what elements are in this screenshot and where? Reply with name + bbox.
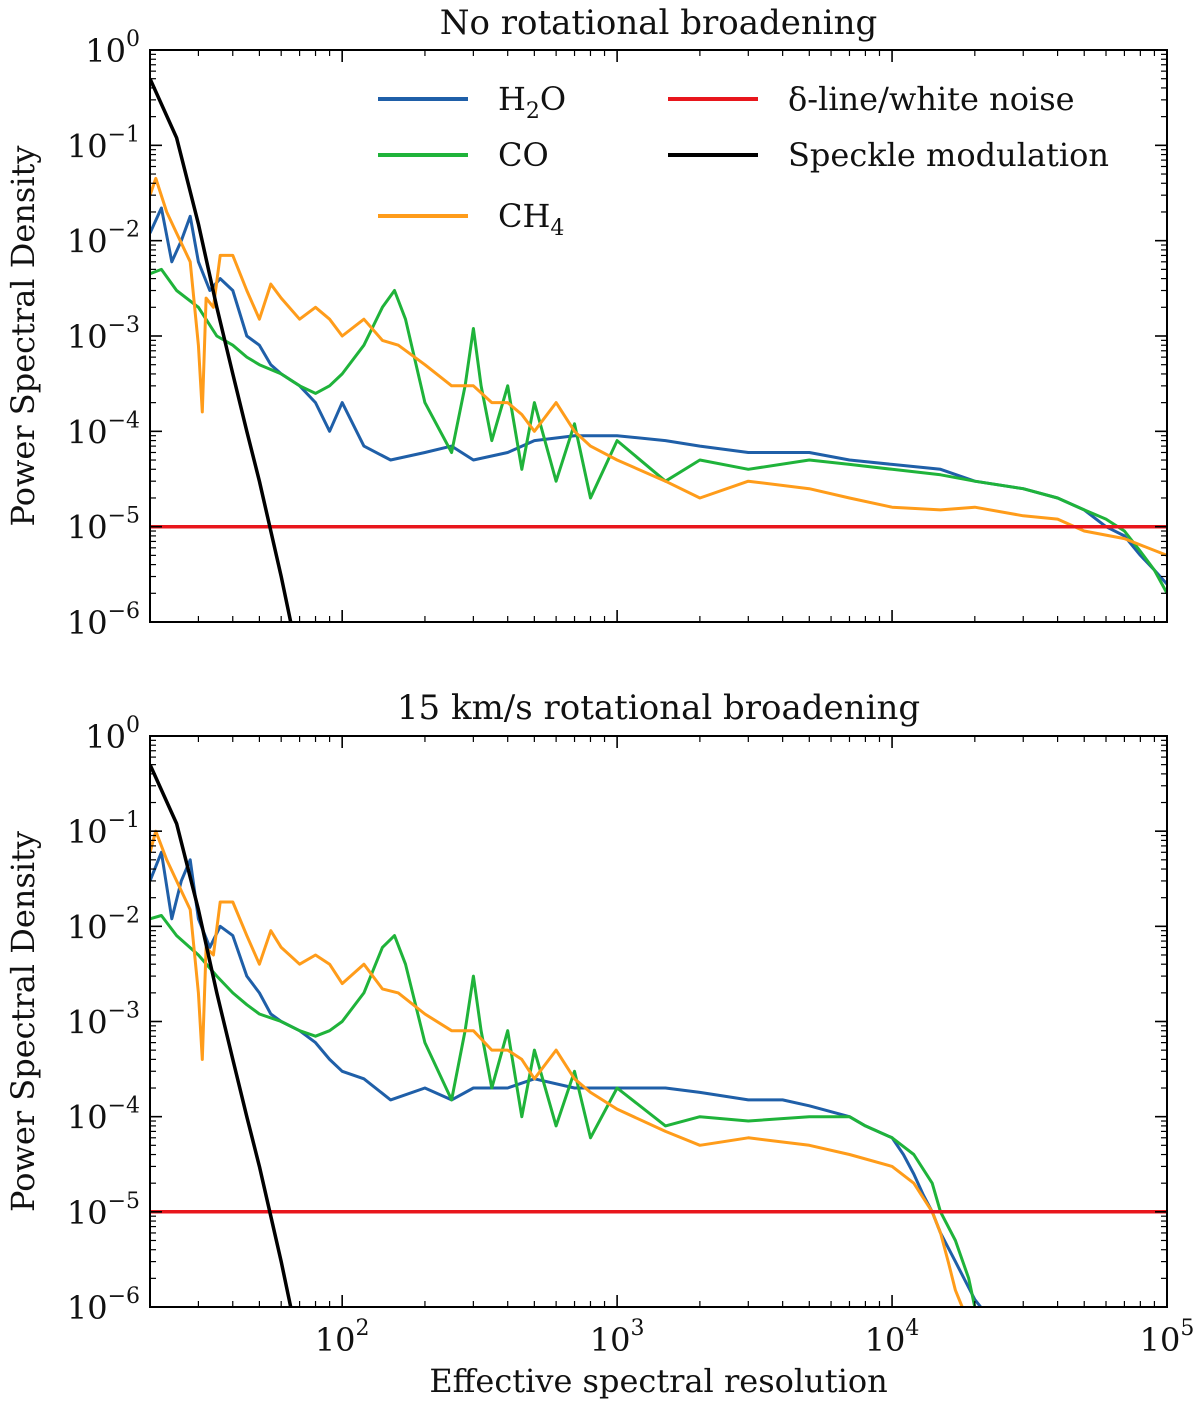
legend-label: δ-line/white noise bbox=[788, 80, 1075, 118]
y-tick-label: 100 bbox=[85, 713, 140, 756]
y-tick-label: 10−1 bbox=[67, 808, 140, 851]
panel-15kms-broadening: 15 km/s rotational broadening Power Spect… bbox=[4, 688, 1194, 1400]
series-lines bbox=[150, 77, 1167, 622]
chart-title: 15 km/s rotational broadening bbox=[397, 688, 920, 728]
y-tick-label: 10−5 bbox=[67, 504, 140, 547]
y-tick-label: 10−2 bbox=[67, 903, 140, 946]
panel-no-broadening: No rotational broadening Power Spectral D… bbox=[4, 3, 1168, 642]
y-tick-label: 100 bbox=[85, 27, 140, 70]
y-tick-label: 10−6 bbox=[67, 599, 140, 642]
y-tick-label: 10−6 bbox=[67, 1284, 140, 1327]
y-axis-label: Power Spectral Density bbox=[4, 146, 42, 527]
series-line-ch4 bbox=[150, 829, 964, 1307]
x-axis-label: Effective spectral resolution bbox=[429, 1362, 887, 1400]
series-line-speckle-modulation bbox=[150, 77, 293, 622]
x-tick-label: 105 bbox=[1140, 1316, 1195, 1359]
legend-label: H2O bbox=[498, 80, 566, 124]
x-tick-label: 103 bbox=[590, 1316, 645, 1359]
series-line-speckle-modulation bbox=[150, 763, 293, 1307]
x-tick-label: 104 bbox=[865, 1316, 920, 1359]
y-axis-label: Power Spectral Density bbox=[4, 831, 42, 1212]
y-tick-label: 10−1 bbox=[67, 122, 140, 165]
y-tick-label: 10−4 bbox=[67, 408, 140, 451]
y-tick-label: 10−5 bbox=[67, 1189, 140, 1232]
legend: H2O CO CH4 δ-line/white noise Speckle modula… bbox=[378, 80, 1109, 241]
y-tick-label: 10−3 bbox=[67, 313, 140, 356]
legend-label: CH4 bbox=[498, 197, 564, 241]
series-line-co bbox=[150, 914, 977, 1307]
x-tick-label: 102 bbox=[315, 1316, 370, 1359]
series-lines bbox=[150, 763, 1167, 1307]
chart-title: No rotational broadening bbox=[440, 3, 878, 43]
series-line-ch4 bbox=[150, 176, 1167, 557]
series-line-h2o bbox=[150, 850, 982, 1307]
series-line-co bbox=[150, 267, 1167, 595]
legend-label: Speckle modulation bbox=[788, 136, 1109, 174]
y-tick-label: 10−3 bbox=[67, 999, 140, 1042]
legend-label: CO bbox=[498, 136, 549, 174]
axes-frame bbox=[149, 735, 1168, 1308]
y-tick-label: 10−2 bbox=[67, 218, 140, 261]
y-tick-label: 10−4 bbox=[67, 1094, 140, 1137]
